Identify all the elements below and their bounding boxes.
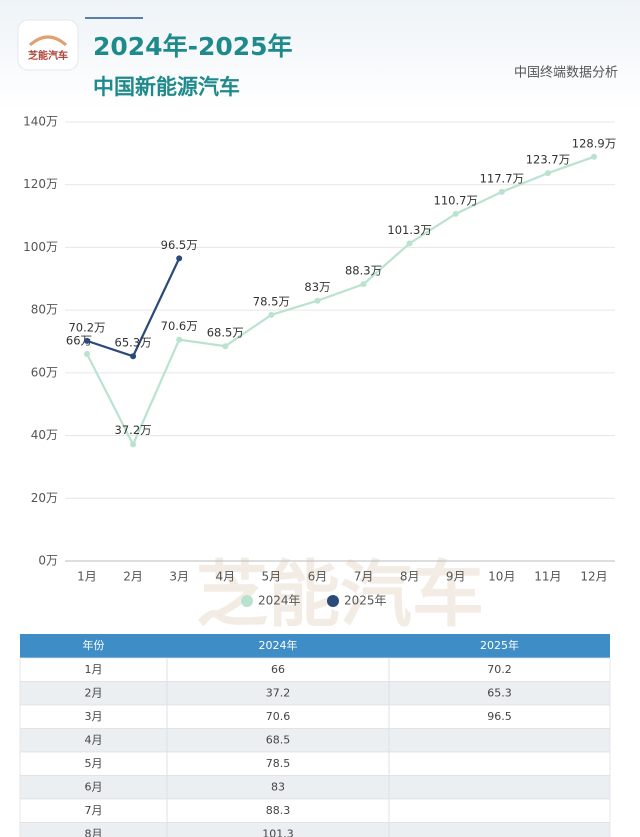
y-tick-label: 140万 xyxy=(23,115,58,129)
table-cell: 65.3 xyxy=(487,686,512,699)
table-cell: 8月 xyxy=(85,827,103,837)
table-cell: 101.3 xyxy=(262,827,294,837)
plot: 0万 20万 40万 60万 80万 100万 120万 140万 1月 2月 3月 4月 5月 6月 7月… xyxy=(23,115,616,608)
point xyxy=(84,337,90,344)
data-label: 70.2万 xyxy=(68,320,105,334)
point xyxy=(360,281,367,288)
table-header: 2024年 xyxy=(259,638,298,652)
table-cell: 78.5 xyxy=(266,757,291,770)
table-row-bg xyxy=(19,657,611,682)
y-tick-label: 40万 xyxy=(31,428,58,442)
point xyxy=(176,336,183,343)
table-cell: 70.6 xyxy=(266,710,291,723)
data-label: 78.5万 xyxy=(253,294,290,308)
table-row-bg xyxy=(19,728,611,753)
table-cell: 66 xyxy=(271,663,285,676)
table-cell: 68.5 xyxy=(266,733,291,746)
chart-title: 2024年-2025年 xyxy=(93,32,293,61)
point xyxy=(130,353,137,360)
table-cell: 2月 xyxy=(85,686,103,699)
data-label: 83万 xyxy=(304,280,330,294)
table-row-bg xyxy=(19,704,611,729)
table-cell: 96.5 xyxy=(487,710,512,723)
legend-marker xyxy=(241,595,253,607)
legend-marker xyxy=(327,595,339,607)
data-label: 37.2万 xyxy=(115,423,152,437)
table-cell: 6月 xyxy=(85,780,103,793)
x-tick-label: 8月 xyxy=(400,570,420,584)
table-header-bg xyxy=(20,634,610,658)
point xyxy=(498,188,505,195)
table-cell: 37.2 xyxy=(266,686,291,699)
table-cell: 7月 xyxy=(85,804,103,817)
point xyxy=(406,240,413,247)
point xyxy=(222,343,229,350)
data-label: 66万 xyxy=(66,334,92,348)
data-label: 101.3万 xyxy=(387,223,431,237)
y-tick-label: 60万 xyxy=(31,365,58,379)
x-tick-label: 7月 xyxy=(354,570,374,584)
table-row-bg xyxy=(19,822,611,837)
table-cell: 83 xyxy=(271,780,285,793)
table-cell: 1月 xyxy=(85,663,103,676)
table-row-bg xyxy=(19,775,611,800)
legend-label: 2024年 xyxy=(258,594,301,608)
point xyxy=(452,210,459,217)
data-label: 123.7万 xyxy=(526,153,570,167)
table-header: 2025年 xyxy=(480,638,519,652)
y-tick-label: 120万 xyxy=(23,177,58,191)
x-tick-label: 10月 xyxy=(488,570,515,584)
data-label: 128.9万 xyxy=(572,136,616,150)
table-cell: 3月 xyxy=(85,710,103,723)
data-label: 96.5万 xyxy=(161,238,198,252)
data-label: 68.5万 xyxy=(207,326,244,340)
x-tick-label: 6月 xyxy=(308,570,328,584)
chart-subtitle: 中国新能源汽车 xyxy=(93,75,240,99)
logo-box xyxy=(17,19,79,71)
data-label: 110.7万 xyxy=(434,193,478,207)
point xyxy=(544,170,551,177)
data-label: 117.7万 xyxy=(480,171,524,185)
x-tick-label: 4月 xyxy=(215,570,235,584)
x-tick-label: 12月 xyxy=(580,570,607,584)
x-tick-label: 1月 xyxy=(77,570,97,584)
point xyxy=(130,441,137,448)
watermark: 芝能汽车 xyxy=(196,553,484,637)
point xyxy=(268,311,275,318)
y-tick-label: 20万 xyxy=(31,491,58,505)
table: 年份 2024年 2025年 1月 66 70.2 2月 37.2 65.3 3月 70.6 96.5… xyxy=(19,634,611,837)
series-line xyxy=(86,155,595,447)
logo-text: 芝能汽车 xyxy=(28,49,68,62)
table-cell: 4月 xyxy=(85,733,103,746)
y-tick-label: 80万 xyxy=(31,303,58,317)
table-row-bg xyxy=(19,798,611,823)
data-label: 88.3万 xyxy=(345,264,382,278)
legend-label: 2025年 xyxy=(344,594,387,608)
logo-icon xyxy=(29,35,67,47)
x-tick-label: 9月 xyxy=(446,570,466,584)
table-header: 年份 xyxy=(83,638,105,652)
point xyxy=(84,351,90,358)
point xyxy=(176,255,183,262)
table-row-bg xyxy=(19,751,611,776)
table-cell: 88.3 xyxy=(266,804,291,817)
y-tick-label: 0万 xyxy=(38,554,58,568)
x-tick-label: 11月 xyxy=(534,570,561,584)
y-tick-label: 100万 xyxy=(23,240,58,254)
data-label: 70.6万 xyxy=(161,319,198,333)
x-tick-label: 5月 xyxy=(262,570,282,584)
source: 中国终端数据分析 xyxy=(514,65,618,81)
point xyxy=(314,297,321,304)
table-row-bg xyxy=(19,681,611,706)
table-cell: 5月 xyxy=(85,757,103,770)
table-cell: 70.2 xyxy=(487,663,512,676)
data-label: 65.3万 xyxy=(115,336,152,350)
point xyxy=(591,153,597,160)
x-tick-label: 2月 xyxy=(123,570,143,584)
x-tick-label: 3月 xyxy=(169,570,189,584)
